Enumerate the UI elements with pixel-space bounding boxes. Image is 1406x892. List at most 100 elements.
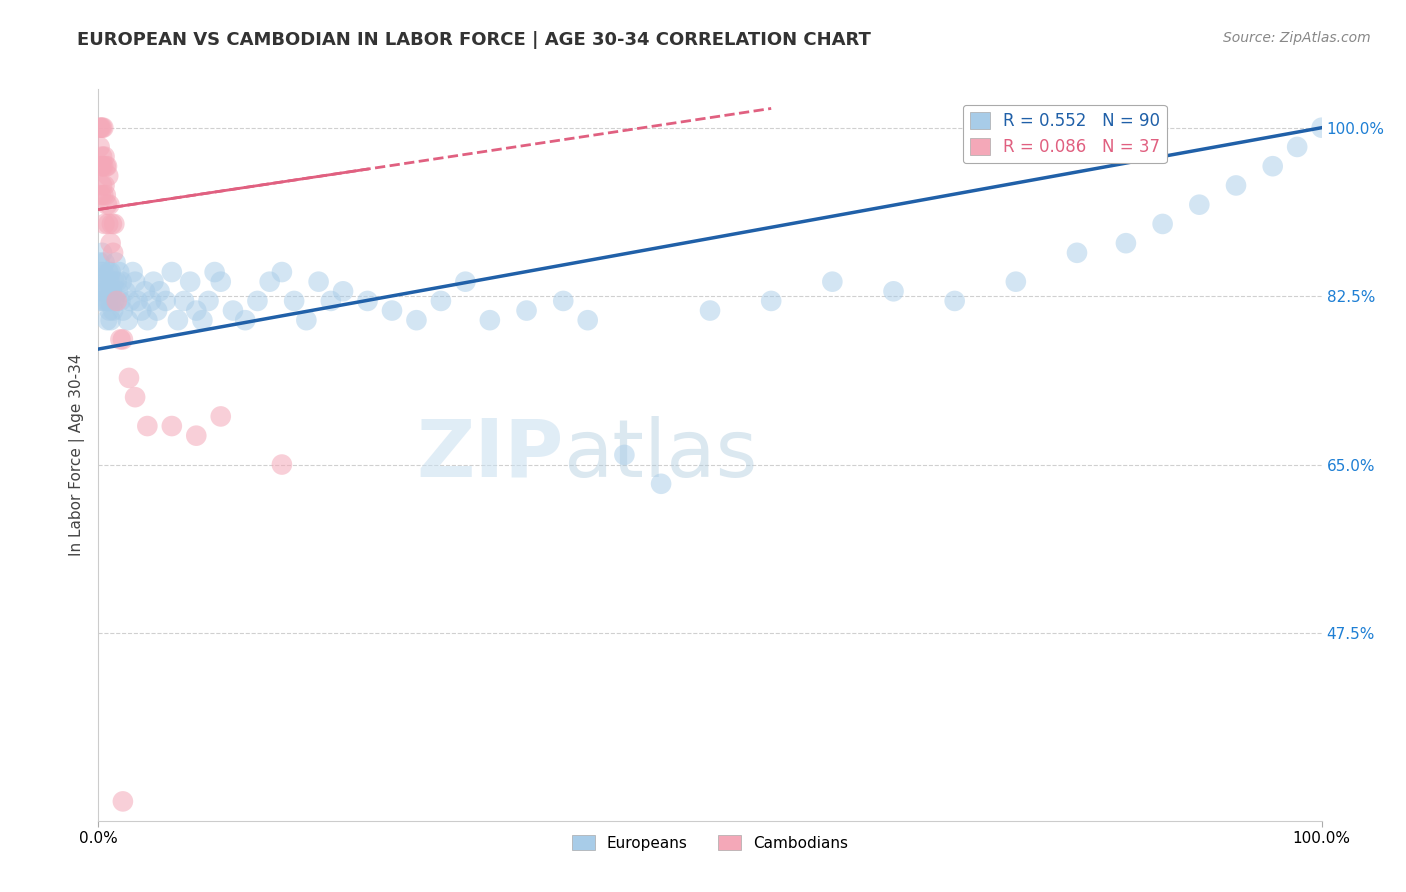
Point	[149, 285, 172, 299]
Point	[121, 265, 143, 279]
Point	[97, 169, 120, 183]
Point	[270, 265, 294, 279]
Point	[111, 794, 134, 808]
Point	[821, 275, 844, 289]
Point	[103, 275, 125, 289]
Point	[93, 217, 115, 231]
Point	[91, 159, 114, 173]
Point	[103, 293, 125, 308]
Point	[91, 120, 114, 135]
Point	[139, 293, 162, 308]
Point	[91, 293, 114, 308]
Point	[93, 255, 115, 269]
Point	[259, 275, 281, 289]
Point	[108, 265, 131, 279]
Text: Source: ZipAtlas.com: Source: ZipAtlas.com	[1223, 31, 1371, 45]
Point	[90, 265, 112, 279]
Point	[96, 159, 118, 173]
Point	[94, 293, 117, 308]
Point	[233, 313, 256, 327]
Point	[1286, 140, 1309, 154]
Point	[1225, 178, 1247, 193]
Point	[1066, 245, 1088, 260]
Point	[89, 140, 111, 154]
Point	[186, 303, 208, 318]
Point	[761, 293, 783, 308]
Point	[209, 409, 232, 424]
Point	[478, 313, 501, 327]
Point	[91, 188, 114, 202]
Point	[553, 293, 575, 308]
Point	[94, 188, 117, 202]
Point	[100, 236, 122, 251]
Point	[381, 303, 404, 318]
Point	[430, 293, 453, 308]
Point	[104, 255, 127, 269]
Point	[454, 275, 477, 289]
Point	[111, 275, 134, 289]
Point	[127, 293, 149, 308]
Point	[124, 275, 146, 289]
Point	[405, 313, 427, 327]
Point	[96, 197, 118, 211]
Point	[101, 217, 124, 231]
Point	[613, 448, 636, 462]
Point	[107, 285, 129, 299]
Point	[94, 275, 117, 289]
Point	[90, 159, 112, 173]
Point	[96, 285, 118, 299]
Point	[97, 217, 120, 231]
Point	[134, 285, 156, 299]
Point	[191, 313, 214, 327]
Point	[160, 419, 183, 434]
Point	[179, 275, 201, 289]
Point	[114, 285, 136, 299]
Point	[1115, 236, 1137, 251]
Point	[91, 120, 114, 135]
Point	[91, 150, 114, 164]
Point	[1004, 275, 1026, 289]
Point	[155, 293, 177, 308]
Point	[91, 159, 114, 173]
Point	[111, 303, 134, 318]
Point	[100, 265, 122, 279]
Point	[136, 419, 159, 434]
Point	[90, 293, 112, 308]
Point	[110, 293, 132, 308]
Point	[160, 265, 183, 279]
Point	[93, 150, 115, 164]
Text: atlas: atlas	[564, 416, 758, 494]
Point	[129, 303, 152, 318]
Point	[101, 303, 124, 318]
Point	[943, 293, 966, 308]
Point	[117, 313, 139, 327]
Point	[308, 275, 330, 289]
Point	[89, 120, 111, 135]
Point	[1261, 159, 1284, 173]
Point	[94, 159, 117, 173]
Point	[100, 313, 122, 327]
Point	[101, 245, 124, 260]
Point	[90, 120, 112, 135]
Point	[96, 313, 118, 327]
Point	[105, 293, 128, 308]
Point	[91, 285, 114, 299]
Point	[186, 428, 208, 442]
Point	[91, 245, 114, 260]
Point	[699, 303, 721, 318]
Text: EUROPEAN VS CAMBODIAN IN LABOR FORCE | AGE 30-34 CORRELATION CHART: EUROPEAN VS CAMBODIAN IN LABOR FORCE | A…	[77, 31, 872, 49]
Point	[110, 333, 132, 347]
Point	[91, 265, 114, 279]
Y-axis label: In Labor Force | Age 30-34: In Labor Force | Age 30-34	[69, 353, 84, 557]
Point	[93, 285, 115, 299]
Point	[222, 303, 245, 318]
Point	[246, 293, 269, 308]
Point	[295, 313, 318, 327]
Point	[1188, 197, 1211, 211]
Point	[136, 313, 159, 327]
Point	[319, 293, 342, 308]
Point	[197, 293, 219, 308]
Point	[1152, 217, 1174, 231]
Legend: Europeans, Cambodians: Europeans, Cambodians	[565, 829, 855, 857]
Point	[98, 275, 121, 289]
